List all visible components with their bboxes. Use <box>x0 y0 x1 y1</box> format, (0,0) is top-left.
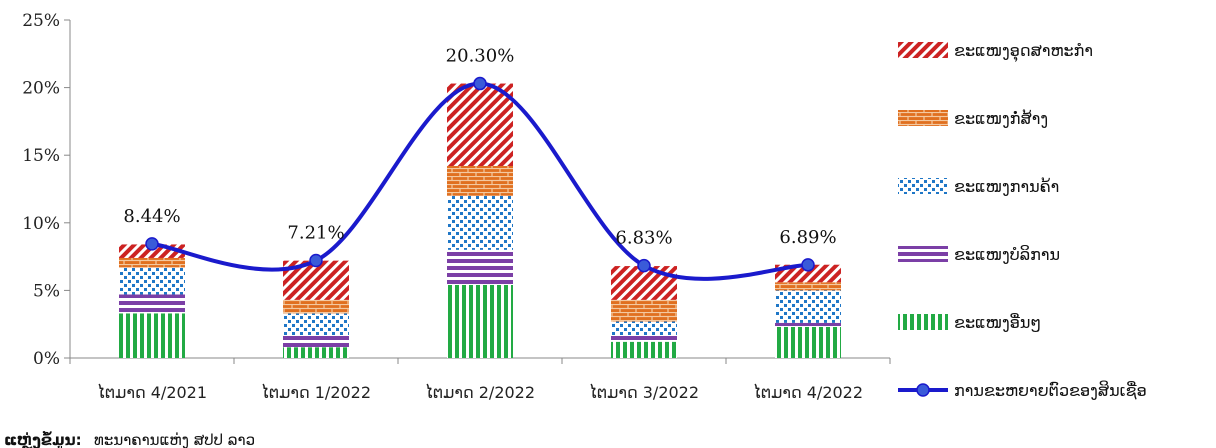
bar-segment <box>447 250 513 285</box>
legend-item: ຂະແໜງການຄ້າ <box>898 177 1059 196</box>
line-point <box>638 260 650 272</box>
legend-swatch <box>898 314 948 330</box>
bar-segment <box>775 282 841 290</box>
bar-segment <box>119 313 185 358</box>
bar-segment <box>775 323 841 327</box>
data-label: 20.30% <box>446 46 515 67</box>
bar-segment <box>447 196 513 250</box>
bar-segment <box>611 321 677 335</box>
y-tick-label: 25% <box>22 11 60 31</box>
legend-swatch <box>898 110 948 126</box>
legend-item: ຂະແໜງອື່ນໆ <box>898 313 1041 332</box>
y-axis: 0% 5% 10% 15% 20% 25% <box>22 11 70 369</box>
x-tick-label: ໄຕມາດ 2/2022 <box>425 383 535 402</box>
legend-label: ການຂະຫຍາຍຕົວຂອງສິນເຊື່ອ <box>954 381 1147 400</box>
y-tick-label: 10% <box>22 214 60 234</box>
bar-segment <box>283 347 349 358</box>
bar-segment <box>119 294 185 313</box>
bar-segment <box>611 300 677 322</box>
line-point <box>474 78 486 90</box>
legend-item: ການຂະຫຍາຍຕົວຂອງສິນເຊື່ອ <box>898 381 1147 400</box>
bar-segment <box>283 313 349 335</box>
bar-segment <box>447 166 513 196</box>
legend-swatch <box>898 178 948 194</box>
legend-line-marker <box>917 384 929 396</box>
line-point <box>802 259 814 271</box>
legend-item: ຂະແໜງກໍ່ສ້າງ <box>898 109 1048 128</box>
x-axis: ໄຕມາດ 4/2021 ໄຕມາດ 1/2022 ໄຕມາດ 2/2022 ໄຕມາ… <box>70 358 890 402</box>
data-label: 6.83% <box>615 228 672 249</box>
legend-item: ຂະແໜງບໍລິການ <box>898 245 1060 264</box>
line-point <box>146 238 158 250</box>
legend-swatch <box>898 246 948 262</box>
bar-segment <box>611 342 677 358</box>
y-tick-label: 5% <box>33 281 60 301</box>
bars <box>119 84 841 358</box>
data-label: 7.21% <box>287 223 344 244</box>
bar-segment <box>447 84 513 166</box>
bar-segment <box>611 335 677 342</box>
x-tick-label: ໄຕມາດ 4/2022 <box>753 383 863 402</box>
source-note: ແຫຼ່ງຂໍ້ມູນ: ທະນາຄານແຫ່ງ ສປປ ລາວ <box>4 430 255 448</box>
source-label: ແຫຼ່ງຂໍ້ມູນ: <box>4 430 82 448</box>
y-tick-label: 0% <box>33 349 60 369</box>
data-label: 6.89% <box>779 227 836 248</box>
legend-item: ຂະແໜງອຸດສາຫະກຳ <box>898 41 1093 62</box>
source-text: ທະນາຄານແຫ່ງ ສປປ ລາວ <box>94 431 255 448</box>
line-point <box>310 255 322 267</box>
legend-label: ຂະແໜງອື່ນໆ <box>954 313 1041 332</box>
data-label: 8.44% <box>123 206 180 227</box>
bar-segment <box>775 327 841 358</box>
bar-segment <box>447 285 513 358</box>
legend-label: ຂະແໜງບໍລິການ <box>954 245 1060 264</box>
bar-segment <box>283 300 349 314</box>
legend-label: ຂະແໜງກໍ່ສ້າງ <box>954 109 1048 128</box>
bar-segment <box>119 258 185 267</box>
legend-label: ຂະແໜງອຸດສາຫະກຳ <box>954 41 1093 62</box>
x-tick-label: ໄຕມາດ 4/2021 <box>97 383 207 402</box>
y-tick-label: 15% <box>22 146 60 166</box>
x-tick-label: ໄຕມາດ 3/2022 <box>589 383 699 402</box>
x-tick-label: ໄຕມາດ 1/2022 <box>261 383 371 402</box>
legend: ຂະແໜງອຸດສາຫະກຳຂະແໜງກໍ່ສ້າງຂະແໜງການຄ້າຂະແ… <box>898 41 1147 400</box>
y-tick-label: 20% <box>22 79 60 99</box>
legend-label: ຂະແໜງການຄ້າ <box>954 177 1059 196</box>
bar-segment <box>119 267 185 294</box>
bar-segment <box>283 335 349 347</box>
bar-segment <box>775 290 841 322</box>
legend-swatch <box>898 42 948 58</box>
